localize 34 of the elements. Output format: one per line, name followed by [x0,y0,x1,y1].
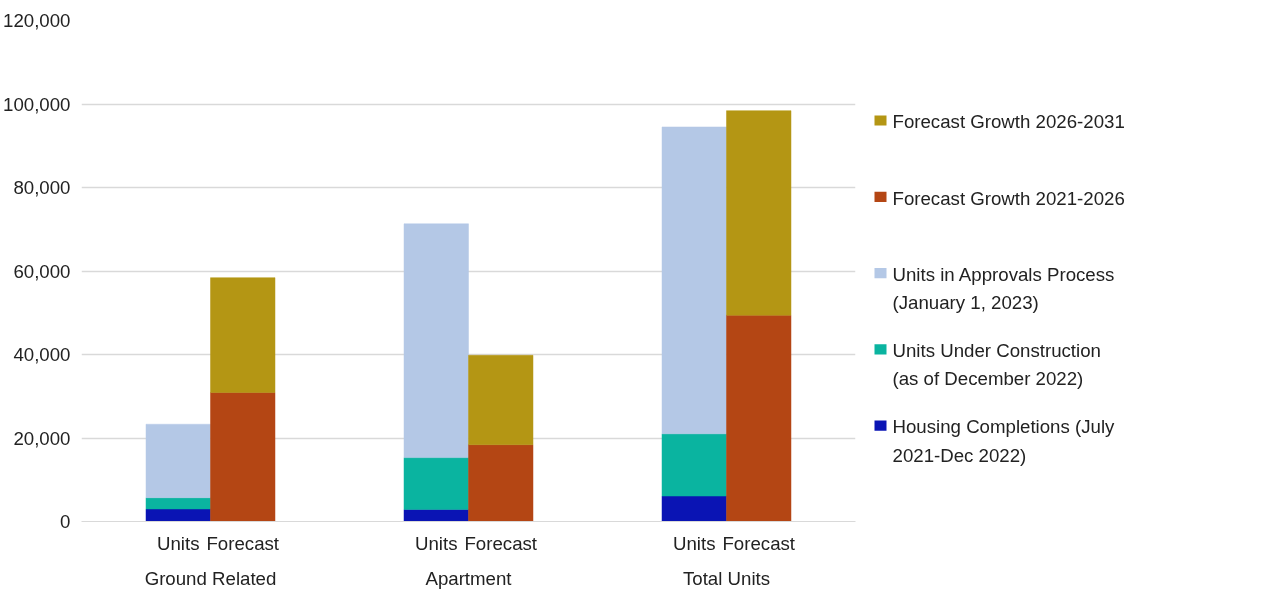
y-tick-label: 60,000 [13,260,71,282]
bar [661,433,727,497]
x-tick-label: Units [415,532,458,554]
legend-label: Units in Approvals Process (January 1, 2023) [892,263,1115,314]
bar [661,495,727,522]
legend-label: Housing Completions (July 2021-Dec 2022) [892,416,1116,466]
y-tick-label: 120,000 [3,10,71,31]
legend-label: Units Under Construction (as of December 2022) [892,340,1101,390]
bar [403,223,469,458]
x-tick-label: Forecast [464,532,538,554]
bar [468,444,534,522]
bar [468,355,534,445]
y-tick-label: 40,000 [13,344,71,365]
bar [403,457,469,510]
text: Apartment [425,567,513,589]
x-tick-label: Units [157,532,200,554]
bar [661,126,727,435]
bar [145,497,211,510]
legend-label: Forecast Growth 2021-2026 [892,187,1125,209]
bar [145,423,211,498]
y-tick-label: 0 [60,511,71,532]
y-tick-label: 100,000 [3,93,71,115]
x-tick-label: Forecast [206,532,280,554]
bar [726,110,792,316]
x-tick-label: Units [673,532,716,554]
y-tick-label: 20,000 [13,427,71,449]
legend-label: Forecast Growth 2026-2031 [892,111,1125,133]
bar [726,315,792,522]
text: Total Units [682,567,771,589]
x-tick-label: Forecast [722,532,796,554]
text: Ground Related [144,567,277,589]
y-tick-label: 80,000 [13,177,71,198]
bar [210,277,276,393]
bar [210,392,276,522]
